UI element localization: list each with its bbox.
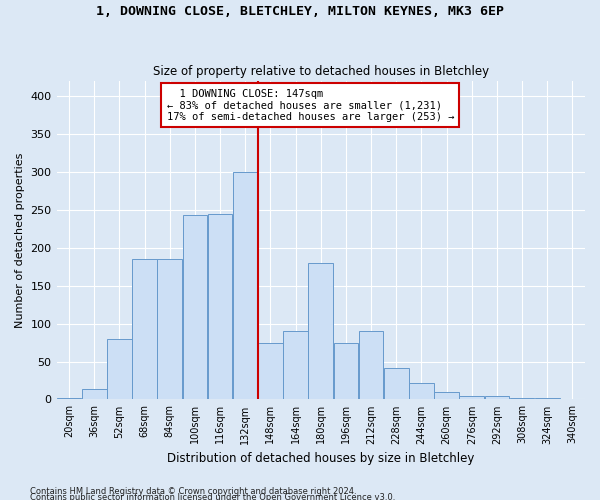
Bar <box>460 396 484 400</box>
Bar <box>283 331 308 400</box>
Bar <box>107 339 132 400</box>
Bar <box>57 398 82 400</box>
Bar <box>132 259 157 400</box>
Bar <box>208 214 232 400</box>
Bar <box>308 263 333 400</box>
Text: Contains HM Land Registry data © Crown copyright and database right 2024.: Contains HM Land Registry data © Crown c… <box>30 486 356 496</box>
Bar <box>434 392 459 400</box>
Title: Size of property relative to detached houses in Bletchley: Size of property relative to detached ho… <box>153 66 489 78</box>
X-axis label: Distribution of detached houses by size in Bletchley: Distribution of detached houses by size … <box>167 452 475 465</box>
Text: 1, DOWNING CLOSE, BLETCHLEY, MILTON KEYNES, MK3 6EP: 1, DOWNING CLOSE, BLETCHLEY, MILTON KEYN… <box>96 5 504 18</box>
Bar <box>485 396 509 400</box>
Bar <box>182 215 207 400</box>
Bar <box>258 342 283 400</box>
Text: Contains public sector information licensed under the Open Government Licence v3: Contains public sector information licen… <box>30 492 395 500</box>
Bar <box>384 368 409 400</box>
Bar <box>510 398 535 400</box>
Bar <box>157 259 182 400</box>
Bar <box>359 331 383 400</box>
Text: 1 DOWNING CLOSE: 147sqm  
← 83% of detached houses are smaller (1,231)
17% of se: 1 DOWNING CLOSE: 147sqm ← 83% of detache… <box>167 88 454 122</box>
Bar <box>82 389 107 400</box>
Bar <box>233 172 257 400</box>
Bar <box>409 383 434 400</box>
Y-axis label: Number of detached properties: Number of detached properties <box>15 152 25 328</box>
Bar <box>535 398 560 400</box>
Bar <box>334 342 358 400</box>
